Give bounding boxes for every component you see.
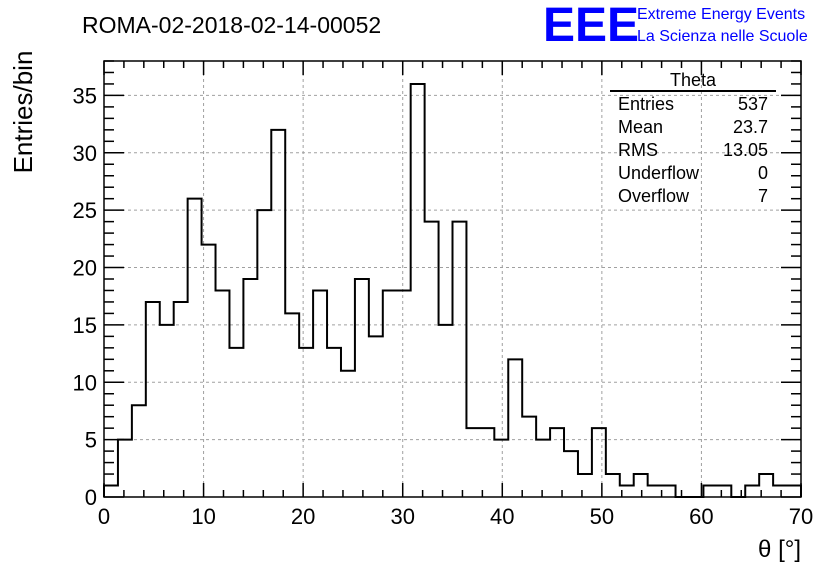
- x-tick-label: 30: [390, 504, 414, 529]
- histogram-bin: [773, 486, 787, 497]
- y-tick-label: 30: [73, 141, 97, 166]
- histogram-bin: [243, 279, 257, 497]
- x-tick-label: 50: [590, 504, 614, 529]
- histogram-bin: [146, 302, 160, 497]
- y-axis-label: Entries/bin: [8, 51, 38, 174]
- stats-title: Theta: [670, 70, 717, 90]
- histogram-bin: [550, 428, 564, 497]
- histogram-bin: [480, 428, 494, 497]
- logo-line-1: Extreme Energy Events: [637, 6, 805, 23]
- histogram-bin: [703, 486, 717, 497]
- y-tick-label: 20: [73, 256, 97, 281]
- histogram-bin: [355, 279, 369, 497]
- histogram-bin: [453, 222, 467, 497]
- histogram-bin: [717, 486, 731, 497]
- histogram-bin: [104, 486, 118, 497]
- x-tick-label: 0: [98, 504, 110, 529]
- stats-row-value: 7: [758, 186, 768, 206]
- histogram-bin: [257, 210, 271, 497]
- stats-row-label: Mean: [618, 117, 663, 137]
- y-tick-label: 0: [85, 485, 97, 510]
- chart-title: ROMA-02-2018-02-14-00052: [82, 12, 381, 38]
- x-tick-label: 60: [689, 504, 713, 529]
- stats-row-value: 537: [738, 94, 768, 114]
- histogram-bin: [522, 417, 536, 497]
- histogram-bin: [285, 313, 299, 497]
- stats-row-value: 23.7: [733, 117, 768, 137]
- stats-row-label: Underflow: [618, 163, 700, 183]
- eee-logo: EEE: [543, 0, 639, 52]
- y-tick-label: 5: [85, 428, 97, 453]
- stats-box: Theta Entries 537 Mean 23.7 RMS 13.05 Underflo…: [610, 70, 776, 206]
- histogram-bin: [508, 359, 522, 497]
- x-tick-label: 40: [490, 504, 514, 529]
- stats-row-label: Overflow: [618, 186, 690, 206]
- histogram-bin: [745, 486, 759, 497]
- stats-row-label: RMS: [618, 140, 658, 160]
- histogram-bin: [271, 130, 285, 497]
- x-tick-label: 70: [789, 504, 813, 529]
- histogram-bin: [494, 440, 508, 497]
- histogram-bin: [397, 290, 411, 497]
- histogram-bin: [592, 428, 606, 497]
- histogram-bin: [369, 336, 383, 497]
- histogram-bin: [188, 199, 202, 497]
- histogram-bin: [216, 290, 230, 497]
- histogram-bin: [648, 486, 662, 497]
- histogram-bin: [411, 84, 425, 497]
- y-tick-label: 10: [73, 370, 97, 395]
- histogram-bin: [160, 325, 174, 497]
- histogram-outline: [103, 82, 802, 498]
- histogram-bin: [425, 222, 439, 497]
- stats-row-label: Entries: [618, 94, 674, 114]
- histogram-bin: [787, 486, 801, 497]
- x-tick-label: 20: [291, 504, 315, 529]
- histogram-bin: [327, 348, 341, 497]
- histogram-bin: [299, 348, 313, 497]
- axis-ticks: [103, 60, 802, 498]
- histogram-bin: [174, 302, 188, 497]
- histogram-bin: [634, 474, 648, 497]
- histogram-bin: [536, 440, 550, 497]
- histogram-bin: [132, 405, 146, 497]
- logo-line-2: La Scienza nelle Scuole: [637, 28, 808, 45]
- histogram-bin: [383, 290, 397, 497]
- histogram-bin: [341, 371, 355, 497]
- histogram-bin: [466, 428, 480, 497]
- histogram-bin: [439, 325, 453, 497]
- histogram-bin: [313, 290, 327, 497]
- histogram-bin: [202, 245, 216, 497]
- histogram-bin: [229, 348, 243, 497]
- stats-row-value: 0: [758, 163, 768, 183]
- histogram-bin: [118, 440, 132, 497]
- histogram-bin: [662, 486, 676, 497]
- y-tick-label: 15: [73, 313, 97, 338]
- y-tick-label: 25: [73, 198, 97, 223]
- y-tick-label: 35: [73, 83, 97, 108]
- x-tick-label: 10: [191, 504, 215, 529]
- histogram-bin: [578, 474, 592, 497]
- histogram-bin: [606, 474, 620, 497]
- stats-row-value: 13.05: [723, 140, 768, 160]
- x-axis-label: θ [°]: [758, 536, 801, 563]
- histogram-bin: [564, 451, 578, 497]
